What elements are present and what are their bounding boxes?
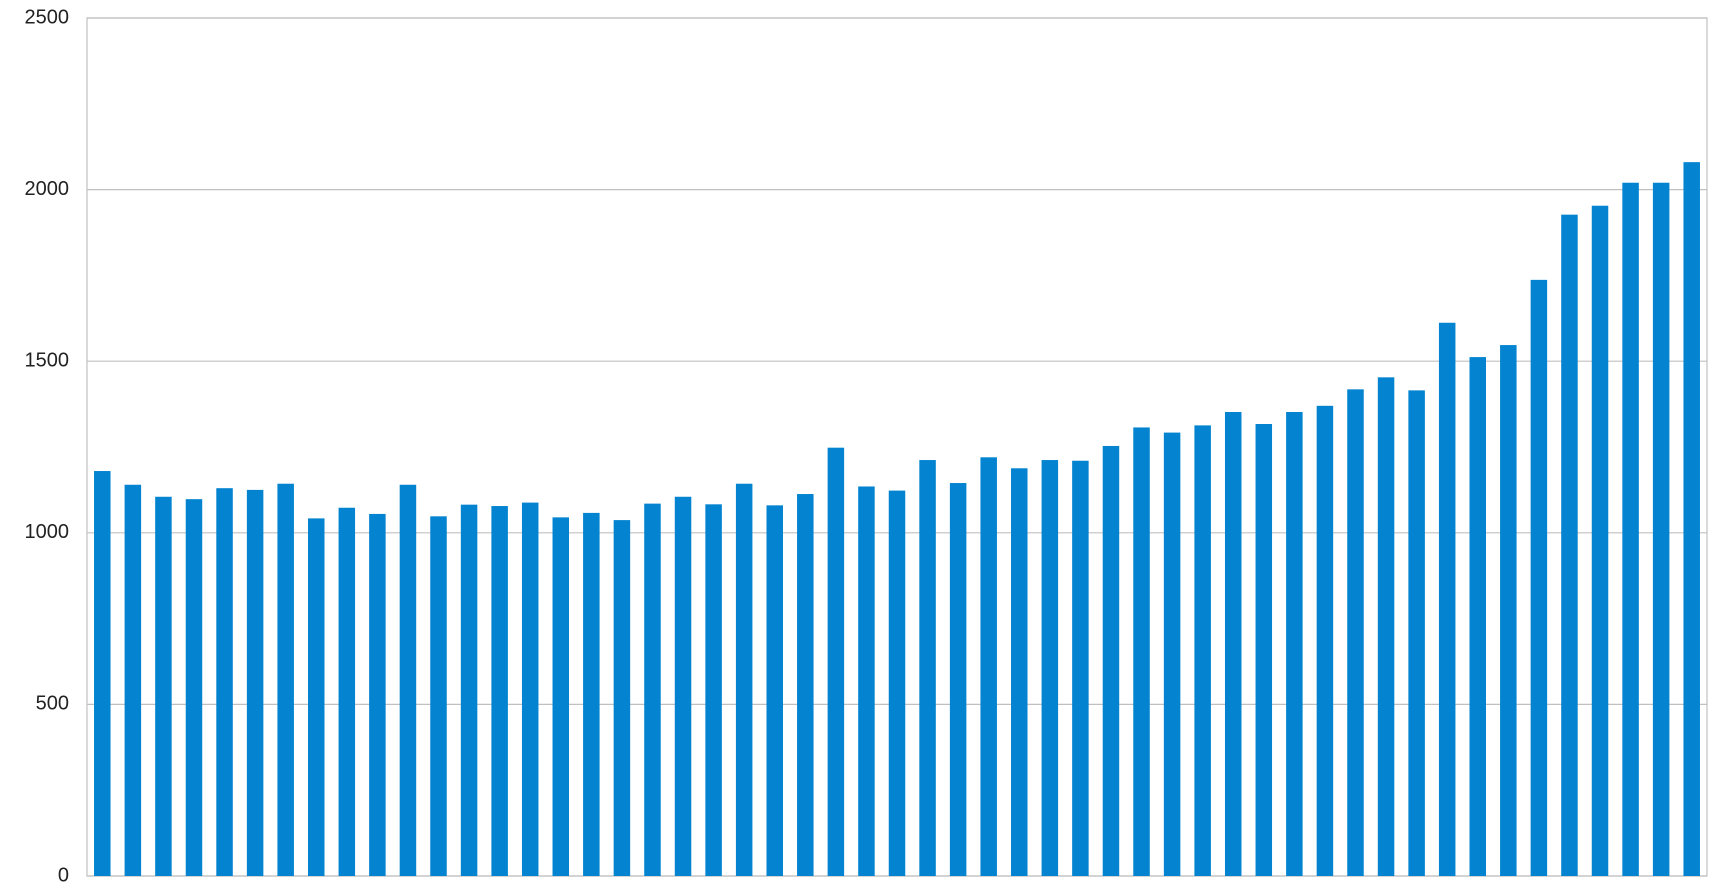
bar [980,457,997,876]
bar [1652,182,1670,877]
bar [888,490,906,876]
bar [1194,425,1211,876]
bar [827,447,845,876]
bar [919,460,936,876]
bar [399,484,417,876]
y-tick-label: 1000 [25,521,70,543]
bar [1286,411,1303,876]
bar [1011,468,1028,876]
bar [797,494,814,876]
bar [155,496,172,876]
bar [521,502,539,876]
bar [1072,460,1089,876]
bar [1591,205,1609,876]
bar [1561,214,1578,877]
bar [1041,460,1059,876]
y-tick-label: 500 [36,693,69,715]
y-tick-label: 2000 [25,178,70,200]
bar [1683,162,1700,877]
bar [1347,389,1364,876]
bar [644,503,661,876]
bar [185,499,203,876]
bar [1500,345,1517,877]
bar [246,489,264,876]
bar [1224,411,1242,876]
bar [1255,424,1273,876]
bar [460,504,478,876]
bar [1133,427,1150,876]
bar [1530,279,1548,877]
bar [216,488,233,876]
bar [1163,432,1181,876]
bar [1622,182,1639,877]
bar [94,471,111,876]
bar [1102,445,1120,876]
bar [674,496,692,876]
bar [1408,390,1425,876]
bar [766,505,783,876]
y-tick-label: 0 [58,864,69,886]
bar [858,486,875,876]
bar [1316,405,1334,876]
bar [552,517,570,876]
bar [1377,377,1395,876]
bar [705,504,722,876]
bar [613,520,631,876]
bar [735,483,753,876]
bar [583,512,600,876]
bar [369,513,386,876]
y-tick-label: 1500 [25,349,70,371]
bar [307,518,325,876]
bar [277,483,294,876]
bar [124,484,142,876]
bar [491,506,508,876]
bar [1469,357,1487,876]
bar [430,516,447,876]
bar [949,483,967,876]
y-tick-label: 2500 [25,6,70,28]
bar [1438,322,1456,876]
bar [338,507,356,876]
